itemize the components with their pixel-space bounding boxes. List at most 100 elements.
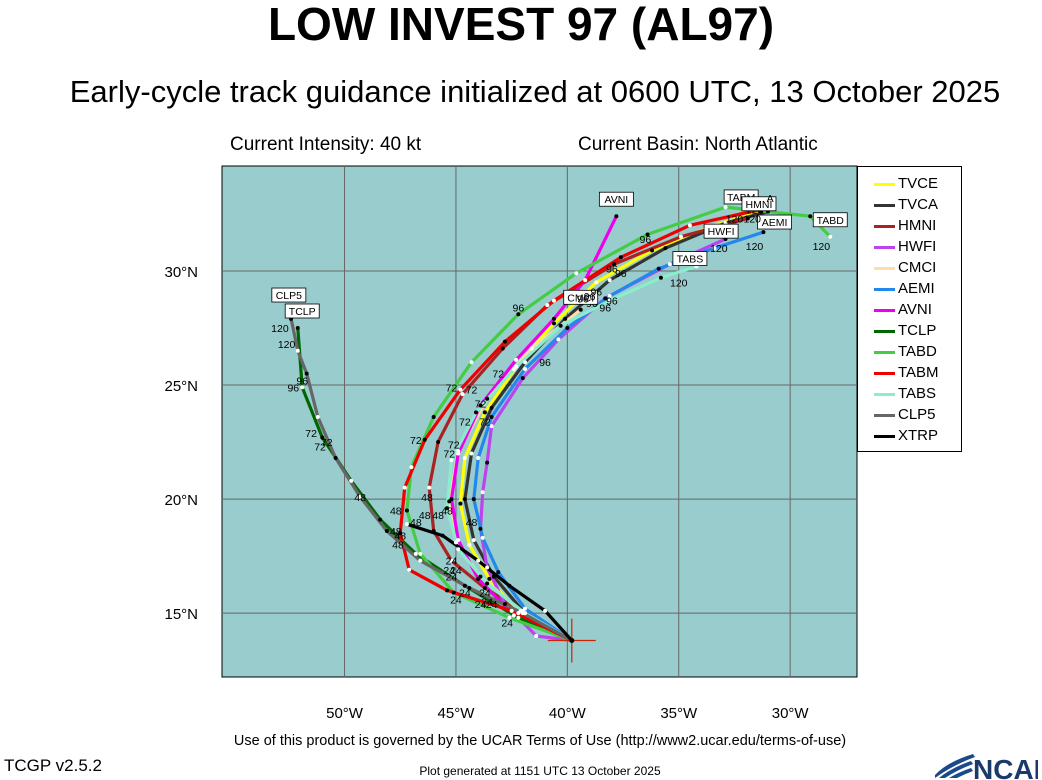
track-point xyxy=(523,606,528,611)
forecast-hour-label: 72 xyxy=(479,417,491,429)
legend-item-tvca: TVCA xyxy=(858,195,962,215)
model-end-box xyxy=(703,223,739,239)
track-point xyxy=(650,248,655,253)
forecast-hour-label: 72 xyxy=(305,428,317,440)
track-point xyxy=(349,478,354,483)
track-point xyxy=(398,531,403,536)
forecast-hour-label: 72 xyxy=(492,369,504,381)
track-point xyxy=(507,583,512,588)
legend-swatch xyxy=(874,372,895,375)
track-point xyxy=(516,312,521,317)
track-point xyxy=(445,588,450,593)
track-point xyxy=(384,529,389,533)
model-end-box xyxy=(598,191,634,207)
forecast-hour-label: 96 xyxy=(287,382,299,394)
lon-tick-label: 30°W xyxy=(772,705,810,722)
legend-item-avni: AVNI xyxy=(858,300,962,320)
forecast-hour-label: 72 xyxy=(314,442,326,454)
lat-tick-label: 25°N xyxy=(164,378,198,395)
track-point xyxy=(485,460,490,465)
legend-swatch xyxy=(874,204,895,207)
track-point xyxy=(551,321,556,326)
current-intensity: Current Intensity: 40 kt xyxy=(230,134,422,155)
track-point xyxy=(614,214,619,219)
track-point xyxy=(460,392,465,397)
lat-tick-label: 30°N xyxy=(164,264,198,281)
model-end-label: TCLP xyxy=(289,306,316,318)
track-point xyxy=(828,234,833,239)
track-point xyxy=(456,547,461,552)
forecast-hour-label: 96 xyxy=(296,375,308,387)
lat-tick-label: 20°N xyxy=(164,492,198,509)
forecast-hour-label: 96 xyxy=(539,357,551,369)
track-point xyxy=(563,316,568,321)
forecast-hour-label: 48 xyxy=(392,540,404,552)
track-point xyxy=(607,294,612,299)
track-point xyxy=(543,608,548,613)
track-point xyxy=(407,567,412,572)
track-point xyxy=(458,387,463,392)
legend-item-tabs: TABS xyxy=(858,384,962,404)
track-point xyxy=(427,485,432,490)
track-point xyxy=(656,266,661,271)
track-point xyxy=(471,497,476,502)
legend-label: TABS xyxy=(898,385,937,402)
legend-label: CLP5 xyxy=(898,406,936,423)
track-xtrp xyxy=(405,522,574,643)
track-point xyxy=(436,440,441,445)
current-basin: Current Basin: North Atlantic xyxy=(578,134,818,155)
forecast-hour-label: 120 xyxy=(746,241,764,253)
track-point xyxy=(449,497,454,502)
track-point xyxy=(469,451,474,456)
forecast-hour-label: 72 xyxy=(446,382,458,394)
forecast-hour-label: 120 xyxy=(744,213,762,225)
lon-tick-label: 50°W xyxy=(326,705,364,722)
track-point xyxy=(467,542,472,547)
legend-item-xtrp: XTRP xyxy=(858,426,962,446)
legend-item-tabd: TABD xyxy=(858,342,962,362)
forecast-hour-label: 96 xyxy=(599,302,611,314)
track-point xyxy=(358,494,363,499)
ncar-logo-text: NCAR xyxy=(973,754,1038,780)
legend-swatch xyxy=(874,351,895,354)
track-point xyxy=(667,262,672,267)
plot-generated-note: Plot generated at 1151 UTC 13 October 20… xyxy=(419,764,661,778)
track-point xyxy=(511,367,516,372)
forecast-hour-label: 72 xyxy=(459,417,471,429)
forecast-hour-label: 120 xyxy=(670,277,688,289)
track-point xyxy=(745,216,750,221)
legend-swatch xyxy=(874,246,895,249)
legend-item-hmni: HMNI xyxy=(858,216,962,236)
legend-item-cmci: CMCI xyxy=(858,258,962,278)
forecast-hour-label: 72 xyxy=(475,398,487,410)
model-end-label: HWFI xyxy=(708,226,735,238)
map-ocean xyxy=(221,165,858,678)
track-point xyxy=(449,458,454,463)
track-point xyxy=(431,414,436,419)
forecast-hour-label: 96 xyxy=(577,293,589,305)
track-point xyxy=(462,583,467,588)
page-title: LOW INVEST 97 (AL97) xyxy=(267,0,775,50)
track-point xyxy=(534,633,539,638)
forecast-hour-label: 24 xyxy=(443,565,455,577)
track-point xyxy=(529,346,534,351)
forecast-hour-label: 24 xyxy=(446,572,458,584)
forecast-hour-label: 120 xyxy=(278,339,296,351)
track-point xyxy=(409,465,414,470)
legend-label: TVCA xyxy=(898,196,939,213)
forecast-hour-label: 48 xyxy=(390,505,402,517)
track-point xyxy=(491,574,496,579)
track-point xyxy=(469,360,474,365)
track-point xyxy=(333,456,338,460)
forecast-hour-label: 48 xyxy=(354,492,366,504)
ncar-logo: NCAR xyxy=(935,754,1038,780)
forecast-hour-label: 96 xyxy=(615,268,627,280)
track-point xyxy=(431,529,436,533)
forecast-hour-label: 96 xyxy=(590,286,602,298)
track-point xyxy=(612,262,617,267)
legend-label: AEMI xyxy=(898,280,935,297)
forecast-hour-label: 24 xyxy=(450,594,462,606)
track-tabs xyxy=(445,264,699,643)
lon-tick-label: 35°W xyxy=(660,705,698,722)
track-point xyxy=(445,506,450,511)
